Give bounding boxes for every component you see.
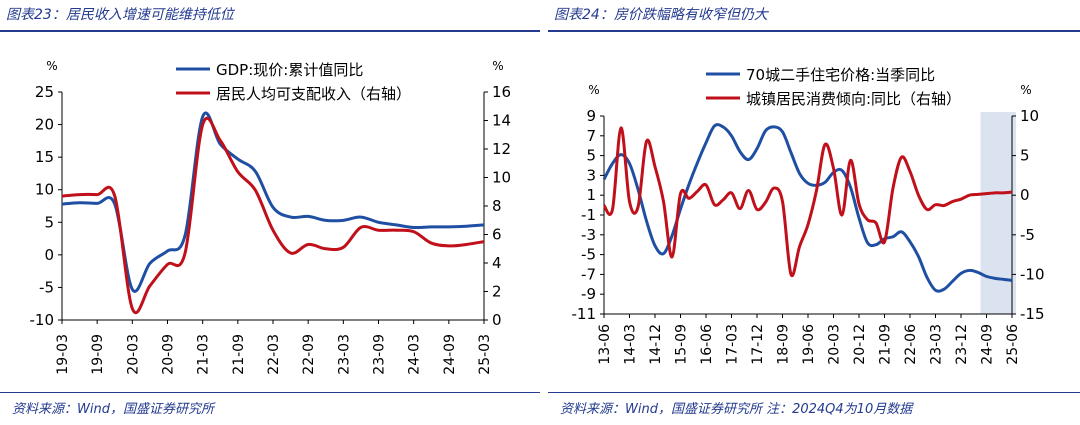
right-legend-label: 城镇居民消费倾向:同比（右轴） bbox=[746, 90, 961, 108]
left-right-tick-label: 16 bbox=[492, 83, 511, 101]
left-x-tick-label: 23-09 bbox=[372, 334, 388, 375]
left-right-tick-label: 6 bbox=[492, 226, 502, 244]
left-left-tick-label: 10 bbox=[35, 181, 54, 199]
figure-right-source: 资料来源：Wind，国盛证券研究所 注：2024Q4为10月数据 bbox=[560, 402, 913, 417]
right-left-unit: % bbox=[588, 83, 599, 97]
left-series-line-left-axis bbox=[61, 111, 485, 293]
left-right-tick-label: 14 bbox=[492, 112, 511, 130]
left-legend-label: 居民人均可支配收入（右轴） bbox=[216, 85, 411, 103]
right-right-tick-label: 10 bbox=[1020, 107, 1039, 125]
right-x-tick-label: 21-09 bbox=[878, 324, 894, 365]
figure-right-title: 图表24：房价跌幅略有收窄但仍大 bbox=[554, 7, 768, 23]
left-right-tick-label: 12 bbox=[492, 140, 511, 158]
right-x-tick-label: 19-06 bbox=[801, 324, 817, 365]
right-left-tick-label: 7 bbox=[586, 127, 596, 145]
left-legend-label: GDP:现价:累计值同比 bbox=[216, 61, 363, 79]
left-x-tick-label: 19-03 bbox=[55, 334, 71, 375]
right-x-tick-label: 23-03 bbox=[929, 324, 945, 365]
right-x-tick-label: 14-03 bbox=[623, 324, 639, 365]
source-rule-left bbox=[0, 392, 540, 393]
right-x-tick-label: 16-06 bbox=[699, 324, 715, 365]
right-x-tick-label: 18-09 bbox=[776, 324, 792, 365]
figure-left-source: 资料来源：Wind，国盛证券研究所 bbox=[12, 402, 214, 417]
right-right-tick-label: -15 bbox=[1020, 305, 1045, 323]
figure-right: 图表24：房价跌幅略有收窄但仍大 -11 -9 -7 -5 -3 -1 1 3 5 7 9 -15 -1… bbox=[548, 0, 1080, 425]
right-x-tick-label: 14-12 bbox=[648, 324, 664, 365]
left-left-tick-label: 5 bbox=[44, 213, 54, 231]
title-rule-right bbox=[548, 30, 1080, 32]
left-left-tick-label: 0 bbox=[44, 246, 54, 264]
right-left-tick-label: 1 bbox=[586, 186, 596, 204]
left-x-tick-label: 25-03 bbox=[477, 334, 493, 375]
right-left-tick-label: -1 bbox=[581, 206, 596, 224]
right-x-tick-label: 20-12 bbox=[852, 324, 868, 365]
right-x-tick-label: 20-03 bbox=[827, 324, 843, 365]
right-x-tick-label: 17-03 bbox=[725, 324, 741, 365]
right-left-tick-label: -3 bbox=[581, 226, 596, 244]
right-series-line-left-axis bbox=[602, 123, 1013, 293]
left-x-tick-label: 24-09 bbox=[442, 334, 458, 375]
right-x-tick-label: 24-09 bbox=[980, 324, 996, 365]
right-right-tick-label: 5 bbox=[1020, 147, 1030, 165]
title-rule-left bbox=[0, 30, 540, 32]
left-x-tick-label: 20-03 bbox=[125, 334, 141, 375]
left-right-tick-label: 10 bbox=[492, 169, 511, 187]
right-x-tick-label: 22-06 bbox=[903, 324, 919, 365]
left-x-tick-label: 22-09 bbox=[301, 334, 317, 375]
right-left-tick-label: 3 bbox=[586, 166, 596, 184]
left-left-tick-label: 15 bbox=[35, 148, 54, 166]
left-x-tick-label: 23-03 bbox=[336, 334, 352, 375]
right-left-tick-label: 5 bbox=[586, 147, 596, 165]
right-legend-label: 70城二手住宅价格:当季同比 bbox=[746, 66, 935, 84]
left-series-line-right-axis bbox=[61, 116, 485, 314]
right-left-tick-label: -9 bbox=[581, 285, 596, 303]
right-x-tick-label: 23-12 bbox=[954, 324, 970, 365]
right-shaded-period bbox=[980, 112, 1016, 314]
right-series-line-right-axis bbox=[602, 126, 1013, 278]
right-right-tick-label: 0 bbox=[1020, 186, 1030, 204]
left-left-tick-label: 25 bbox=[35, 83, 54, 101]
figure-left: 图表23：居民收入增速可能维持低位 -10 -5 0 5 10 15 20 25 0 2 4 6 8 10… bbox=[0, 7, 540, 417]
right-left-tick-label: -11 bbox=[572, 305, 597, 323]
left-x-tick-label: 21-09 bbox=[231, 334, 247, 375]
left-left-unit: % bbox=[46, 59, 57, 73]
source-rule-right bbox=[548, 392, 1080, 393]
left-right-tick-label: 8 bbox=[492, 197, 502, 215]
chart-left: -10 -5 0 5 10 15 20 25 0 2 4 6 8 10 12 14 16% % 19-03 19-09… bbox=[30, 59, 512, 375]
right-x-tick-label: 17-12 bbox=[750, 324, 766, 365]
right-left-tick-label: 9 bbox=[586, 107, 596, 125]
left-left-tick-label: 20 bbox=[35, 116, 54, 134]
left-right-tick-label: 0 bbox=[492, 311, 502, 329]
right-right-tick-label: -10 bbox=[1020, 265, 1045, 283]
right-right-tick-label: -5 bbox=[1020, 226, 1035, 244]
left-right-tick-label: 4 bbox=[492, 254, 502, 272]
left-x-tick-label: 19-09 bbox=[90, 334, 106, 375]
left-x-tick-label: 21-03 bbox=[196, 334, 212, 375]
left-left-tick-label: -5 bbox=[39, 278, 54, 296]
left-left-tick-label: -10 bbox=[30, 311, 55, 329]
right-left-tick-label: -5 bbox=[581, 246, 596, 264]
right-x-tick-label: 13-06 bbox=[597, 324, 613, 365]
left-x-tick-label: 22-03 bbox=[266, 334, 282, 375]
left-right-unit: % bbox=[492, 59, 503, 73]
right-right-unit: % bbox=[1020, 83, 1031, 97]
right-left-tick-label: -7 bbox=[581, 265, 596, 283]
left-right-tick-label: 2 bbox=[492, 283, 502, 301]
left-x-tick-label: 20-09 bbox=[161, 334, 177, 375]
right-x-tick-label: 25-06 bbox=[1005, 324, 1021, 365]
figure-left-title: 图表23：居民收入增速可能维持低位 bbox=[6, 7, 234, 23]
left-x-tick-label: 24-03 bbox=[407, 334, 423, 375]
right-x-tick-label: 15-09 bbox=[674, 324, 690, 365]
